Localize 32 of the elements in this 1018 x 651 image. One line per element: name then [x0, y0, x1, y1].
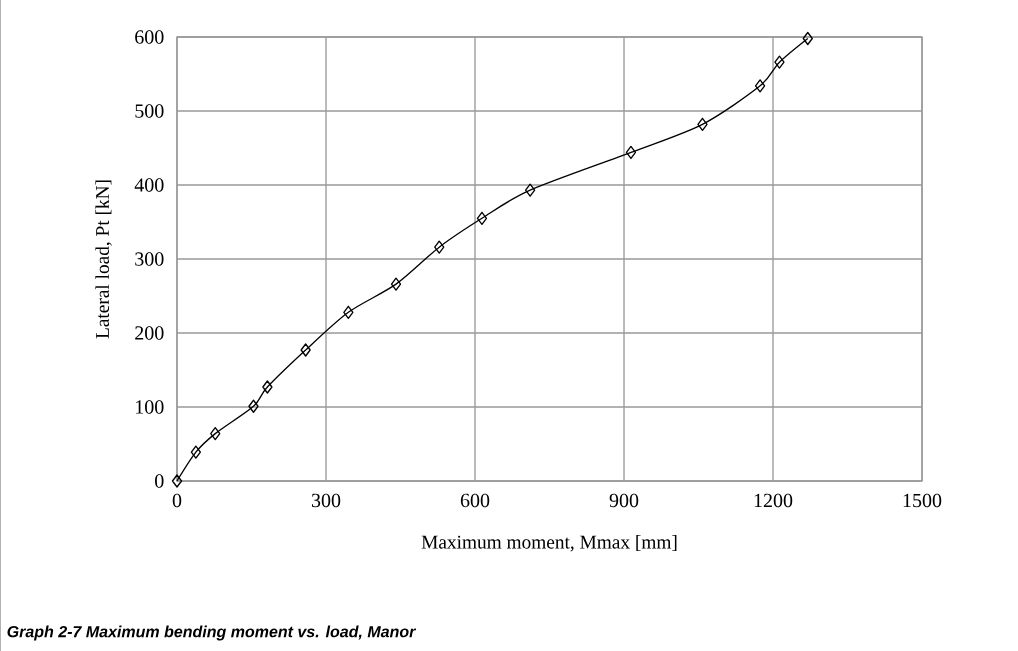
point [300, 343, 311, 357]
point [754, 79, 766, 93]
y-axis-title: Lateral load, Pt [kN] [95, 180, 112, 339]
point [171, 474, 183, 488]
y-tick-label: 300 [135, 252, 164, 266]
point [802, 31, 813, 46]
point [434, 240, 445, 254]
point [248, 399, 259, 413]
x-tick-label: 0 [172, 493, 182, 508]
x-axis-title: Maximum moment, Mmax [mm] [421, 535, 677, 552]
point [262, 380, 273, 394]
point [524, 183, 536, 197]
point [190, 445, 202, 459]
caption: Graph 2-7 Maximum bending moment vs. load, Manor [7, 625, 417, 641]
x-tick-label: 1200 [754, 493, 793, 508]
point [210, 426, 221, 441]
point [476, 211, 488, 225]
y-tick-label: 600 [135, 30, 164, 44]
x-tick-label: 900 [609, 493, 639, 508]
point [774, 55, 785, 69]
point [390, 277, 402, 291]
x-tick-label: 600 [460, 493, 490, 508]
point [625, 145, 637, 160]
y-tick-label: 0 [155, 474, 164, 488]
y-tick-label: 400 [134, 178, 164, 192]
y-tick-label: 100 [136, 400, 164, 414]
x-tick-label: 300 [311, 493, 341, 508]
point [697, 117, 708, 131]
y-tick-label: 500 [135, 104, 164, 118]
point [343, 305, 354, 319]
y-tick-label: 200 [135, 326, 164, 340]
x-tick-label: 1500 [903, 493, 942, 508]
